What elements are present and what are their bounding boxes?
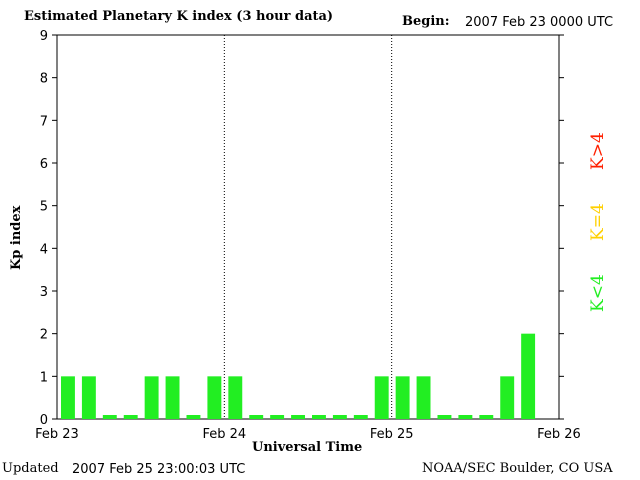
kp-bar (312, 415, 326, 419)
plot-frame (56, 34, 560, 420)
kp-bar (291, 415, 305, 419)
begin-value: 2007 Feb 23 0000 UTC (465, 15, 614, 30)
kp-bar (186, 415, 201, 419)
x-axis-label: Universal Time (252, 440, 363, 455)
y-tick-label: 5 (40, 200, 48, 215)
kp-bar (270, 415, 285, 419)
kp-bar (165, 376, 180, 419)
kp-bar (374, 376, 389, 419)
chart-title: Estimated Planetary K index (3 hour data… (24, 9, 334, 24)
x-tick-label: Feb 24 (202, 427, 246, 442)
y-tick-label: 6 (40, 157, 48, 172)
x-tick-label: Feb 26 (537, 427, 581, 442)
y-tick-label: 0 (40, 413, 48, 428)
y-tick-label: 9 (40, 29, 48, 44)
kp-bar (102, 415, 117, 419)
y-tick-label: 1 (40, 370, 48, 385)
legend-low: K<4 (588, 274, 608, 312)
x-tick-label: Feb 23 (35, 427, 79, 442)
kp-bar (521, 333, 536, 419)
kp-bar (61, 376, 75, 419)
legend-equal: K=4 (588, 203, 608, 241)
kp-bar (332, 415, 347, 419)
source-credit: NOAA/SEC Boulder, CO USA (422, 461, 613, 476)
kp-bar (249, 415, 264, 419)
kp-bar (395, 376, 410, 419)
x-tick-label: Feb 25 (370, 427, 414, 442)
kp-bar (207, 376, 222, 419)
y-tick-label: 7 (40, 114, 48, 129)
kp-bar (81, 376, 96, 419)
kp-bar (123, 415, 138, 419)
kp-bar (144, 376, 159, 419)
kp-bar (437, 415, 452, 419)
y-tick-label: 2 (40, 328, 48, 343)
y-tick-label: 8 (40, 72, 48, 87)
kp-bar (458, 415, 473, 419)
kp-bar (353, 415, 368, 419)
kp-bar (479, 415, 494, 419)
y-tick-label: 4 (40, 242, 48, 257)
updated-value: 2007 Feb 25 23:00:03 UTC (72, 462, 246, 477)
kp-bar (228, 376, 243, 419)
kp-bar (500, 376, 515, 419)
updated-label: Updated (2, 461, 59, 476)
kp-bar (416, 376, 431, 419)
legend-high: K>4 (588, 132, 608, 170)
y-axis-label: Kp index (9, 205, 24, 270)
y-tick-label: 3 (40, 285, 48, 300)
begin-label: Begin: (402, 14, 450, 29)
